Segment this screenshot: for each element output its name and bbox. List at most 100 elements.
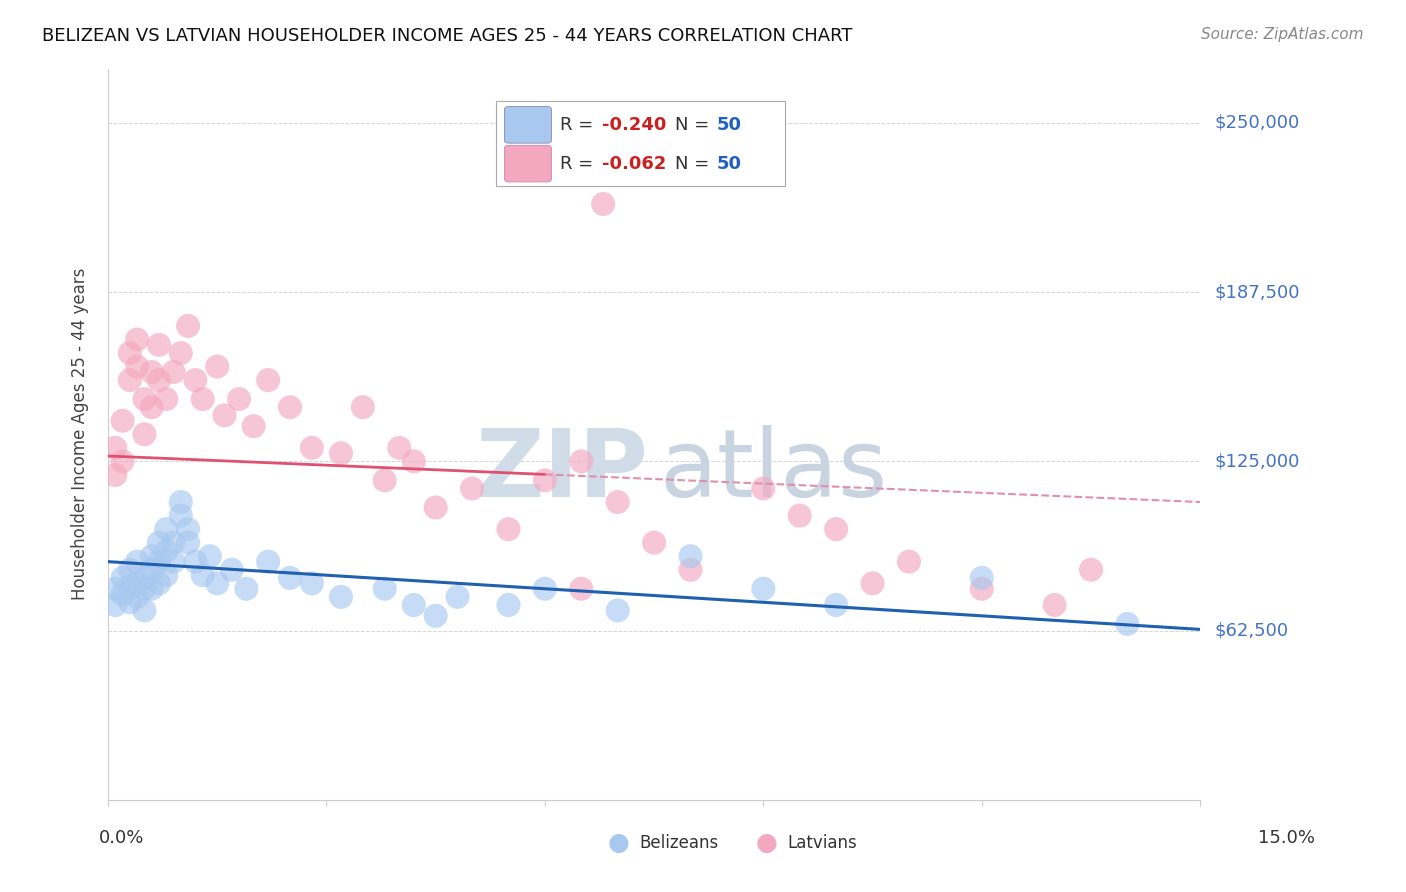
Point — [148, 338, 170, 352]
Point — [111, 587, 134, 601]
Text: N =: N = — [675, 154, 714, 173]
Point — [155, 568, 177, 582]
Point — [257, 373, 280, 387]
Point — [127, 359, 149, 374]
Text: Latvians: Latvians — [787, 834, 858, 852]
Point — [162, 535, 184, 549]
Point — [789, 508, 811, 523]
Y-axis label: Householder Income Ages 25 - 44 years: Householder Income Ages 25 - 44 years — [72, 268, 89, 600]
FancyBboxPatch shape — [496, 102, 785, 186]
Point — [1043, 598, 1066, 612]
Point — [205, 359, 228, 374]
Point — [155, 544, 177, 558]
Point — [111, 414, 134, 428]
Point — [118, 595, 141, 609]
Point — [177, 535, 200, 549]
Point — [446, 590, 468, 604]
Point — [170, 508, 193, 523]
Point — [134, 571, 156, 585]
Point — [592, 197, 614, 211]
Point — [257, 555, 280, 569]
Point — [170, 346, 193, 360]
Text: R =: R = — [560, 116, 599, 134]
Point — [221, 563, 243, 577]
Point — [374, 582, 396, 596]
Point — [330, 590, 353, 604]
Point — [148, 576, 170, 591]
Point — [170, 495, 193, 509]
Point — [155, 392, 177, 406]
Point — [679, 549, 702, 564]
Text: ●: ● — [755, 831, 778, 855]
Point — [134, 603, 156, 617]
Point — [897, 555, 920, 569]
Point — [127, 333, 149, 347]
Point — [104, 441, 127, 455]
Point — [425, 608, 447, 623]
Point — [214, 409, 236, 423]
Text: $187,500: $187,500 — [1215, 283, 1299, 301]
Point — [162, 365, 184, 379]
Point — [104, 598, 127, 612]
Point — [606, 495, 628, 509]
Point — [148, 555, 170, 569]
Point — [141, 549, 163, 564]
Point — [141, 401, 163, 415]
Point — [278, 571, 301, 585]
Text: 50: 50 — [717, 116, 741, 134]
Point — [141, 582, 163, 596]
Point — [752, 482, 775, 496]
Point — [104, 582, 127, 596]
Point — [127, 590, 149, 604]
Point — [127, 576, 149, 591]
Point — [127, 555, 149, 569]
Text: 50: 50 — [717, 154, 741, 173]
Text: R =: R = — [560, 154, 599, 173]
Point — [569, 582, 592, 596]
Point — [198, 549, 221, 564]
Point — [643, 535, 665, 549]
Text: -0.062: -0.062 — [602, 154, 666, 173]
Point — [1080, 563, 1102, 577]
Point — [970, 571, 993, 585]
Text: ●: ● — [607, 831, 630, 855]
Point — [134, 392, 156, 406]
Point — [191, 568, 214, 582]
Point — [134, 582, 156, 596]
Point — [498, 598, 520, 612]
Point — [118, 563, 141, 577]
Text: ZIP: ZIP — [475, 425, 648, 516]
Point — [242, 419, 264, 434]
Text: Belizeans: Belizeans — [640, 834, 718, 852]
Point — [425, 500, 447, 515]
Point — [191, 392, 214, 406]
Point — [111, 571, 134, 585]
Point — [177, 318, 200, 333]
Text: -0.240: -0.240 — [602, 116, 666, 134]
Point — [141, 563, 163, 577]
Point — [301, 441, 323, 455]
Point — [970, 582, 993, 596]
Point — [104, 467, 127, 482]
Point — [235, 582, 257, 596]
Point — [301, 576, 323, 591]
Point — [184, 555, 207, 569]
Point — [118, 373, 141, 387]
Point — [606, 603, 628, 617]
Point — [148, 535, 170, 549]
Point — [679, 563, 702, 577]
Point — [184, 373, 207, 387]
Text: $125,000: $125,000 — [1215, 452, 1299, 470]
Text: BELIZEAN VS LATVIAN HOUSEHOLDER INCOME AGES 25 - 44 YEARS CORRELATION CHART: BELIZEAN VS LATVIAN HOUSEHOLDER INCOME A… — [42, 27, 852, 45]
Point — [498, 522, 520, 536]
Point — [177, 522, 200, 536]
Point — [825, 598, 848, 612]
Point — [141, 365, 163, 379]
Text: Source: ZipAtlas.com: Source: ZipAtlas.com — [1201, 27, 1364, 42]
Point — [118, 579, 141, 593]
Point — [148, 373, 170, 387]
Point — [118, 346, 141, 360]
Point — [278, 401, 301, 415]
Point — [205, 576, 228, 591]
Text: 0.0%: 0.0% — [98, 830, 143, 847]
